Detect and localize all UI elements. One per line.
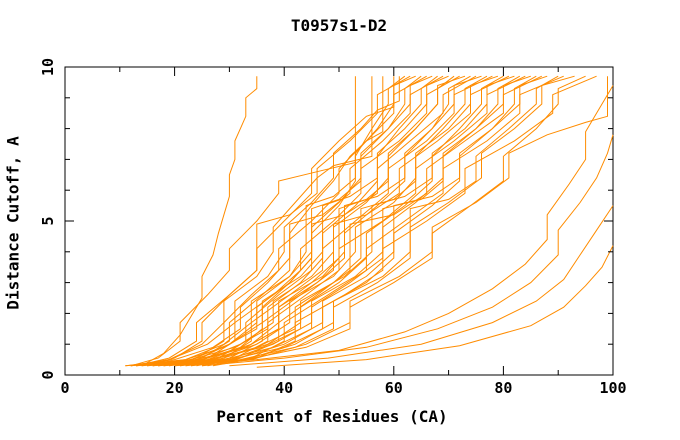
model-curve <box>147 75 521 367</box>
x-tick-label: 0 <box>60 379 69 397</box>
model-curve <box>147 76 395 367</box>
x-tick-label: 20 <box>166 379 184 397</box>
y-tick-label: 10 <box>39 58 57 76</box>
x-axis-label: Percent of Residues (CA) <box>216 407 447 426</box>
model-curve <box>212 75 597 367</box>
model-curve <box>174 75 531 367</box>
model-curve <box>190 76 608 367</box>
axis-ticks-group <box>64 66 614 376</box>
y-tick-label: 0 <box>39 370 57 379</box>
model-curve <box>180 75 548 367</box>
model-curve <box>158 75 416 367</box>
model-curve <box>196 75 526 367</box>
model-curve <box>136 75 411 367</box>
model-curve <box>141 75 433 367</box>
model-curve <box>163 75 427 367</box>
model-curve <box>136 75 504 367</box>
model-curve <box>158 75 559 367</box>
model-curve <box>158 75 482 367</box>
model-curve <box>190 75 510 367</box>
model-curve <box>185 75 575 367</box>
model-curve <box>185 75 493 367</box>
model-curve <box>174 75 460 367</box>
model-curves-group <box>125 75 614 368</box>
model-curve <box>147 75 449 367</box>
model-curve <box>229 205 614 367</box>
x-tick-label: 100 <box>599 379 626 397</box>
model-curve <box>201 75 543 367</box>
model-curve <box>152 75 466 367</box>
model-curve <box>174 85 614 367</box>
model-curve <box>168 75 444 367</box>
model-curve <box>180 75 477 367</box>
x-tick-label: 60 <box>385 379 403 397</box>
model-curve <box>130 76 400 367</box>
model-curve <box>141 76 258 367</box>
x-tick-label: 80 <box>494 379 512 397</box>
y-tick-label: 5 <box>39 216 57 225</box>
y-axis-label: Distance Cutoff, A <box>3 136 22 310</box>
tick-labels-group: 0 20 40 60 80 100 0 5 10 <box>39 58 627 397</box>
model-curve <box>141 75 488 367</box>
model-curve <box>207 75 564 367</box>
model-curve <box>201 134 614 367</box>
model-curve <box>163 75 586 367</box>
x-tick-label: 40 <box>275 379 293 397</box>
chart-title: T0957s1-D2 <box>291 16 387 35</box>
model-curve <box>256 245 614 368</box>
